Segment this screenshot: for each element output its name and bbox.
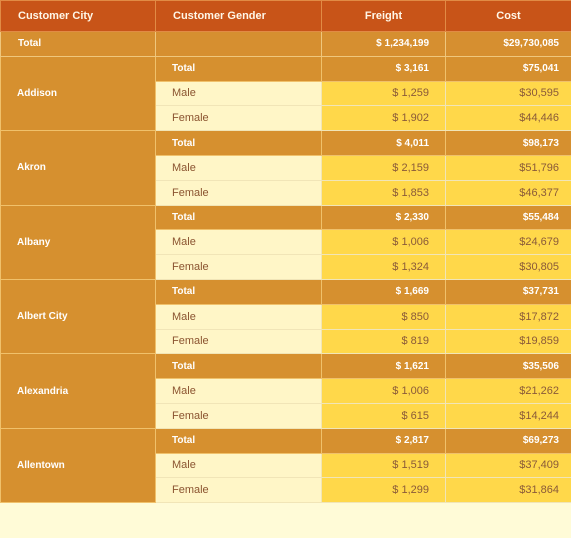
city-total-cost: $75,041	[445, 55, 571, 82]
gender-label[interactable]: Female	[155, 328, 322, 355]
cost-header[interactable]: Cost	[445, 0, 571, 32]
freight-value: $ 615	[321, 402, 446, 429]
cost-value: $30,595	[445, 80, 571, 107]
table-header-row: Customer City Customer Gender Freight Co…	[0, 0, 571, 32]
freight-value: $ 2,159	[321, 154, 446, 181]
table-row: Female $ 1,902 $44,446	[1, 105, 571, 132]
table-row: Female $ 1,853 $46,377	[1, 179, 571, 206]
grand-total-label: Total	[0, 31, 156, 57]
freight-value: $ 819	[321, 328, 446, 355]
city-total-cost: $98,173	[445, 130, 571, 156]
cost-value: $46,377	[445, 179, 571, 206]
table-row: Female $ 615 $14,244	[1, 402, 571, 429]
gender-label[interactable]: Male	[155, 452, 322, 479]
city-name[interactable]: Addison	[0, 55, 156, 132]
cost-value: $19,859	[445, 328, 571, 355]
freight-value: $ 1,519	[321, 452, 446, 479]
gender-label[interactable]: Female	[155, 105, 322, 132]
freight-value: $ 1,259	[321, 80, 446, 107]
city-total-label: Total	[155, 55, 322, 82]
table-row: Female $ 819 $19,859	[1, 328, 571, 355]
cost-value: $44,446	[445, 105, 571, 132]
city-total-row: Albany Total $ 2,330 $55,484	[0, 204, 571, 280]
gender-label[interactable]: Female	[155, 254, 322, 280]
table-row: Female $ 1,324 $30,805	[1, 254, 571, 280]
city-total-freight: $ 2,330	[321, 204, 446, 231]
city-total-freight: $ 4,011	[321, 130, 446, 156]
city-total-row: Allentown Total $ 2,817 $69,273	[0, 427, 571, 504]
gender-label[interactable]: Female	[155, 402, 322, 429]
customer-city-header[interactable]: Customer City	[0, 0, 156, 32]
city-total-freight: $ 1,669	[321, 278, 446, 305]
city-total-freight: $ 2,817	[321, 427, 446, 454]
city-total-label: Total	[155, 278, 322, 305]
city-name[interactable]: Albany	[0, 204, 156, 280]
table-row: Male $ 850 $17,872	[1, 303, 571, 330]
table-row: Female $ 1,299 $31,864	[1, 477, 571, 504]
city-name[interactable]: Akron	[0, 130, 156, 206]
cost-value: $37,409	[445, 452, 571, 479]
gender-label[interactable]: Male	[155, 154, 322, 181]
freight-value: $ 1,902	[321, 105, 446, 132]
city-total-row: Akron Total $ 4,011 $98,173	[0, 130, 571, 206]
customer-gender-header[interactable]: Customer Gender	[155, 0, 322, 32]
city-total-freight: $ 1,621	[321, 353, 446, 380]
table-row: Male $ 2,159 $51,796	[1, 154, 571, 181]
table-row: Male $ 1,006 $21,262	[1, 378, 571, 404]
city-total-label: Total	[155, 204, 322, 231]
city-total-cost: $37,731	[445, 278, 571, 305]
city-name[interactable]: Allentown	[0, 427, 156, 504]
cost-value: $14,244	[445, 402, 571, 429]
gender-label[interactable]: Male	[155, 229, 322, 256]
city-total-row: Albert City Total $ 1,669 $37,731	[0, 278, 571, 355]
gender-label[interactable]: Male	[155, 303, 322, 330]
freight-value: $ 1,299	[321, 477, 446, 504]
table-row: Male $ 1,519 $37,409	[1, 452, 571, 479]
gender-label[interactable]: Female	[155, 477, 322, 504]
city-total-cost: $35,506	[445, 353, 571, 380]
city-total-label: Total	[155, 353, 322, 380]
grand-total-freight: $ 1,234,199	[321, 31, 446, 57]
gender-label[interactable]: Male	[155, 378, 322, 404]
city-name[interactable]: Albert City	[0, 278, 156, 355]
cost-value: $24,679	[445, 229, 571, 256]
gender-label[interactable]: Male	[155, 80, 322, 107]
freight-value: $ 850	[321, 303, 446, 330]
table-row: Male $ 1,006 $24,679	[1, 229, 571, 256]
city-total-cost: $55,484	[445, 204, 571, 231]
freight-value: $ 1,006	[321, 378, 446, 404]
cost-value: $51,796	[445, 154, 571, 181]
grand-total-empty-cell	[155, 31, 322, 57]
customer-pivot-table: Customer City Customer Gender Freight Co…	[0, 0, 571, 504]
freight-value: $ 1,324	[321, 254, 446, 280]
cost-value: $31,864	[445, 477, 571, 504]
freight-value: $ 1,853	[321, 179, 446, 206]
city-total-label: Total	[155, 427, 322, 454]
cost-value: $30,805	[445, 254, 571, 280]
grand-total-cost: $29,730,085	[445, 31, 571, 57]
freight-header[interactable]: Freight	[321, 0, 446, 32]
city-total-row: Alexandria Total $ 1,621 $35,506	[0, 353, 571, 429]
cost-value: $21,262	[445, 378, 571, 404]
city-total-cost: $69,273	[445, 427, 571, 454]
grand-total-row: Total $ 1,234,199 $29,730,085	[0, 31, 571, 57]
freight-value: $ 1,006	[321, 229, 446, 256]
cost-value: $17,872	[445, 303, 571, 330]
city-total-label: Total	[155, 130, 322, 156]
gender-label[interactable]: Female	[155, 179, 322, 206]
city-name[interactable]: Alexandria	[0, 353, 156, 429]
city-total-row: Addison Total $ 3,161 $75,041	[0, 55, 571, 132]
city-total-freight: $ 3,161	[321, 55, 446, 82]
